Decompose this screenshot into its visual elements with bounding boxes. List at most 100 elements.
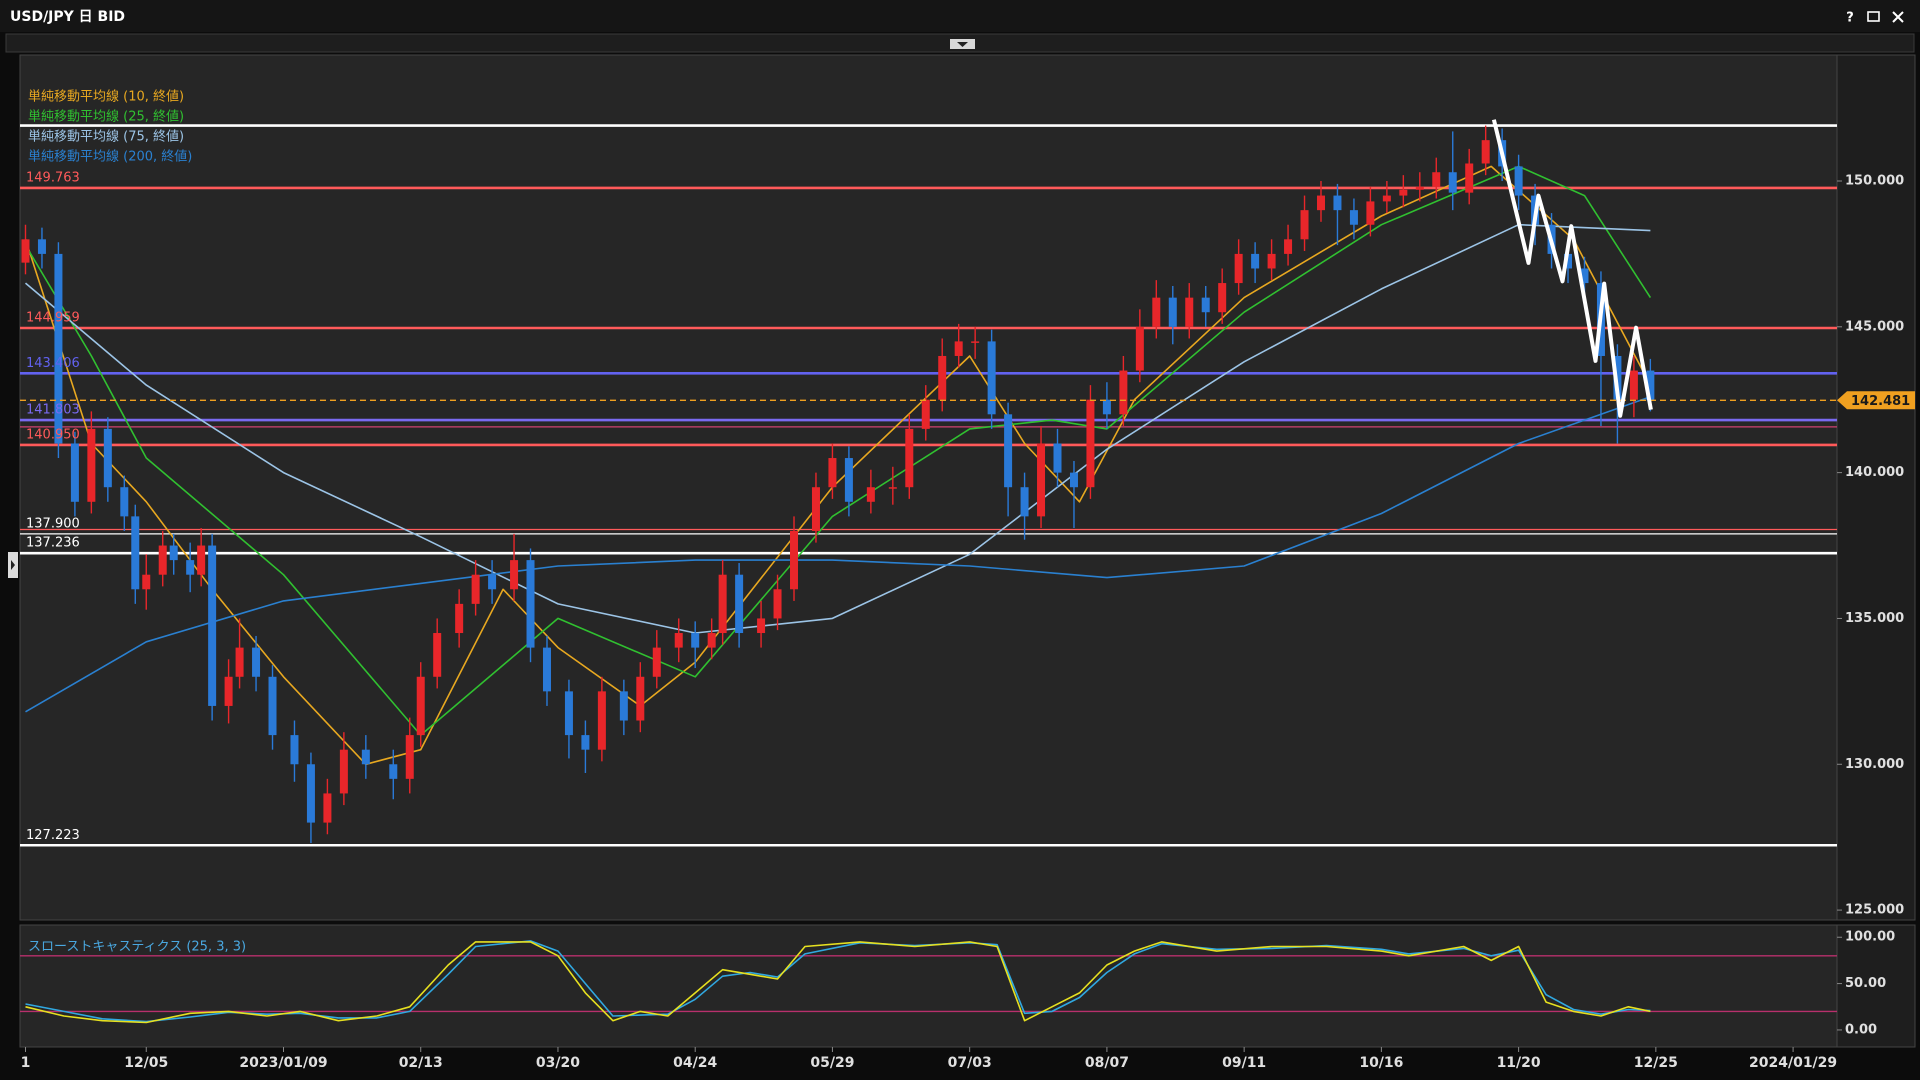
candle-body bbox=[21, 239, 30, 263]
candle-body bbox=[1514, 166, 1523, 196]
candle-body bbox=[707, 633, 716, 648]
candle-body bbox=[405, 735, 414, 779]
candle-body bbox=[1481, 140, 1490, 164]
candle-body bbox=[1284, 239, 1293, 254]
y-tick-label: 140.000 bbox=[1845, 465, 1904, 480]
x-tick-label: 12/05 bbox=[124, 1055, 168, 1071]
candle-body bbox=[510, 560, 519, 590]
x-tick-label: 04/24 bbox=[673, 1055, 717, 1071]
candle-body bbox=[757, 618, 766, 634]
candle-body bbox=[811, 487, 820, 531]
overlay-labels: 125.000130.000135.000140.000145.000150.0… bbox=[21, 89, 1915, 1071]
candle-body bbox=[87, 428, 96, 502]
candle-body bbox=[1086, 399, 1095, 488]
candle-body bbox=[971, 341, 980, 343]
candle-body bbox=[1119, 370, 1128, 415]
candle-body bbox=[866, 487, 875, 502]
y-tick-label: 125.000 bbox=[1845, 903, 1904, 918]
candle-body bbox=[268, 676, 277, 736]
candle-body bbox=[905, 428, 914, 488]
x-tick-label: 10/16 bbox=[1359, 1055, 1403, 1071]
title-bar bbox=[0, 0, 1920, 32]
candle-body bbox=[389, 764, 398, 779]
moving-average-line bbox=[24, 223, 1651, 634]
trend-drawing bbox=[1491, 119, 1653, 418]
help-button[interactable]: ? bbox=[1846, 11, 1854, 26]
candle-body bbox=[290, 735, 299, 765]
oscillator-line bbox=[25, 941, 1651, 1024]
candle-body bbox=[1251, 253, 1260, 269]
candle-body bbox=[773, 589, 782, 619]
candle-body bbox=[844, 458, 853, 502]
candle-body bbox=[186, 560, 195, 575]
candle-body bbox=[1020, 487, 1029, 517]
candle-body bbox=[1646, 370, 1655, 401]
level-label: 141.803 bbox=[26, 403, 80, 418]
candle-body bbox=[208, 545, 217, 706]
candle-body bbox=[597, 691, 606, 750]
candle-body bbox=[1135, 326, 1144, 371]
candle-body bbox=[987, 341, 996, 415]
candle-body bbox=[1580, 268, 1589, 284]
candle-body bbox=[1629, 370, 1638, 400]
candle-body bbox=[1564, 253, 1573, 269]
candle-body bbox=[488, 574, 497, 590]
candle-body bbox=[224, 676, 233, 706]
x-tick-label: 08/07 bbox=[1085, 1055, 1129, 1071]
candle-body bbox=[361, 749, 370, 765]
candle-body bbox=[252, 647, 261, 677]
price-axis-area bbox=[1836, 54, 1916, 921]
candle-body bbox=[1366, 201, 1375, 225]
y-tick-label: 130.000 bbox=[1845, 757, 1904, 772]
y-tick-label: 135.000 bbox=[1845, 611, 1904, 626]
candle-body bbox=[1053, 443, 1062, 473]
level-label: 137.900 bbox=[26, 516, 80, 531]
stochastic-plot bbox=[20, 940, 1837, 1024]
candle-body bbox=[1349, 210, 1358, 225]
stochastic-axis-area bbox=[1836, 924, 1916, 1048]
last-price-label: 142.481 bbox=[1851, 394, 1910, 409]
main-plot bbox=[20, 119, 1837, 847]
candle-body bbox=[1465, 163, 1474, 193]
panel-title: スローストキャスティクス (25, 3, 3) bbox=[28, 940, 246, 955]
candle-body bbox=[526, 560, 535, 648]
candle-body bbox=[1102, 399, 1111, 415]
x-tick-label: 02/13 bbox=[399, 1055, 443, 1071]
candle-body bbox=[70, 443, 79, 502]
y-tick-label: 100.00 bbox=[1845, 930, 1895, 945]
candle-body bbox=[142, 574, 151, 590]
close-button[interactable] bbox=[1892, 11, 1904, 23]
level-label: 144.959 bbox=[26, 311, 80, 326]
legend-entry: 単純移動平均線 (200, 終値) bbox=[28, 149, 192, 165]
candle-body bbox=[1300, 210, 1309, 240]
candle-body bbox=[471, 574, 480, 604]
candle-body bbox=[235, 647, 244, 677]
candle-body bbox=[1004, 414, 1013, 488]
y-tick-label: 50.00 bbox=[1845, 976, 1886, 991]
candle-body bbox=[433, 633, 442, 677]
maximize-button[interactable] bbox=[1867, 11, 1880, 22]
candle-body bbox=[790, 530, 799, 590]
moving-average-line bbox=[24, 165, 1652, 736]
window-title: USD/JPY 日 BID bbox=[10, 9, 125, 25]
x-tick-label: 2024/01/29 bbox=[1749, 1055, 1837, 1071]
candle-body bbox=[938, 355, 947, 400]
legend-entry: 単純移動平均線 (10, 終値) bbox=[28, 89, 184, 105]
candle-body bbox=[1432, 172, 1441, 187]
x-tick-label: 07/03 bbox=[948, 1055, 992, 1071]
candle-body bbox=[619, 691, 628, 721]
candle-body bbox=[652, 647, 661, 677]
candle-body bbox=[954, 341, 963, 356]
candle-body bbox=[1267, 253, 1276, 269]
y-tick-label: 145.000 bbox=[1845, 319, 1904, 334]
moving-average-line bbox=[25, 396, 1651, 713]
candle-body bbox=[323, 793, 332, 823]
candle-body bbox=[54, 253, 63, 444]
candle-body bbox=[1152, 297, 1161, 327]
candle-body bbox=[1316, 195, 1325, 211]
level-label: 140.950 bbox=[26, 427, 80, 442]
side-panel-icon bbox=[11, 560, 15, 570]
candle-body bbox=[197, 545, 206, 575]
candle-body bbox=[1399, 189, 1408, 196]
